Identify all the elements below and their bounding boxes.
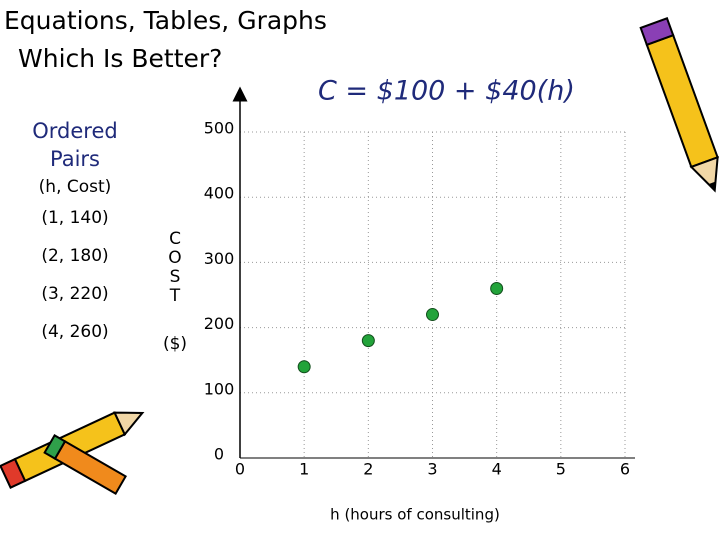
- x-tick-label: 1: [299, 460, 309, 479]
- x-tick-label: 2: [363, 460, 373, 479]
- title-line: Equations, Tables, Graphs: [4, 6, 327, 35]
- pencil-clipart: [639, 17, 719, 193]
- x-tick-label: 4: [492, 460, 502, 479]
- x-tick-label: 6: [620, 460, 630, 479]
- y-tick-label: 400: [204, 184, 235, 203]
- x-tick-label: 5: [556, 460, 566, 479]
- y-tick-label: 500: [204, 119, 235, 138]
- formula: C = $100 + $40(h): [318, 76, 575, 107]
- point: [490, 281, 504, 295]
- pencil-clipart: [43, 433, 127, 496]
- y-axis-label: COST: [165, 229, 185, 305]
- pair: (1, 140): [41, 208, 108, 228]
- plot: 0 100 200 300 400 500 0 1 2 3 4 5 6: [204, 86, 635, 479]
- point: [426, 308, 439, 322]
- y-tick-label: 100: [204, 379, 235, 398]
- pairs-heading: Pairs: [50, 147, 100, 171]
- pair: (4, 260): [41, 322, 108, 342]
- pairs-heading: Ordered: [32, 119, 117, 143]
- x-axis-label: h (hours of consulting): [330, 506, 500, 524]
- pencil-clipart: [0, 411, 145, 489]
- pair: (2, 180): [41, 246, 108, 266]
- y-tick-label: 200: [204, 314, 235, 333]
- pairs-list: (1, 140) (2, 180) (3, 220) (4, 260): [41, 208, 108, 342]
- x-tick-label: 0: [235, 460, 245, 479]
- y-tick-label: 300: [204, 249, 235, 268]
- pair: (3, 220): [41, 284, 108, 304]
- x-tick-label: 3: [427, 460, 437, 479]
- point: [297, 360, 311, 374]
- pairs-columns: (h, Cost): [39, 177, 112, 197]
- point: [361, 334, 375, 348]
- y-tick-label: 0: [214, 445, 224, 464]
- y-axis-unit: ($): [163, 334, 187, 354]
- title-line: Which Is Better?: [18, 44, 222, 73]
